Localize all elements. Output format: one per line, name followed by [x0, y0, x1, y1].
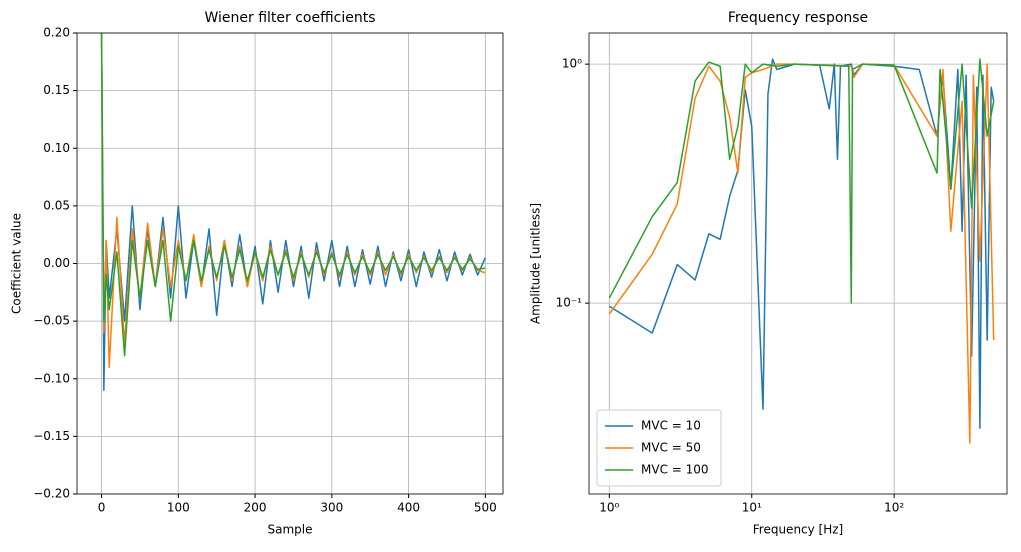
x-tick-label: 500 [474, 501, 497, 515]
series-line [100, 33, 486, 368]
chart-title: Frequency response [728, 10, 868, 26]
y-tick-label: 0.00 [43, 256, 70, 270]
y-tick-label: 0.10 [43, 141, 70, 155]
axes: 0 100 200 300 400 500 −0.20 −0.15 −0.10 −0.05 0.00… [10, 10, 504, 537]
y-tick-label: 10⁰ [562, 57, 582, 71]
y-tick-label: 0.20 [43, 26, 70, 40]
series-line [608, 58, 995, 429]
legend: MVC = 10 MVC = 50 MVC = 100 [596, 409, 722, 487]
y-axis-label: Amplitude [unitless] [529, 203, 543, 324]
y-tick-label: −0.15 [33, 429, 70, 443]
x-tick-label: 10² [884, 501, 904, 515]
x-tick-label: 200 [244, 501, 267, 515]
series-line [100, 33, 487, 392]
legend-frame [596, 409, 722, 487]
x-tick-label: 10¹ [742, 501, 762, 515]
x-axis-label: Frequency [Hz] [753, 523, 844, 537]
legend-label: MVC = 100 [641, 463, 709, 477]
y-axis-label: Coefficient value [10, 213, 24, 314]
series-line [608, 63, 995, 444]
x-tick-label: 300 [320, 501, 343, 515]
y-tick-label: −0.10 [33, 371, 70, 385]
x-tick-label: 10⁰ [599, 501, 619, 515]
y-tick-label: 0.05 [43, 198, 70, 212]
series-line [100, 33, 486, 357]
x-tick-label: 100 [167, 501, 190, 515]
axes: 10⁰ 10¹ 10² 10⁻¹ 10⁰ Frequency response Freque… [529, 10, 1008, 537]
y-tick-label: −0.05 [33, 314, 70, 328]
legend-label: MVC = 50 [641, 441, 701, 455]
legend-label: MVC = 10 [641, 419, 701, 433]
y-tick-label: 10⁻¹ [556, 296, 583, 310]
x-tick-label: 0 [98, 501, 106, 515]
x-tick-label: 400 [397, 501, 420, 515]
y-tick-label: −0.20 [33, 487, 70, 501]
chart-title: Wiener filter coefficients [204, 10, 375, 26]
axes-frame [588, 32, 1008, 495]
x-axis-label: Sample [268, 523, 313, 537]
y-tick-label: 0.15 [43, 83, 70, 97]
series-line [608, 58, 995, 304]
axes-frame [76, 32, 504, 495]
